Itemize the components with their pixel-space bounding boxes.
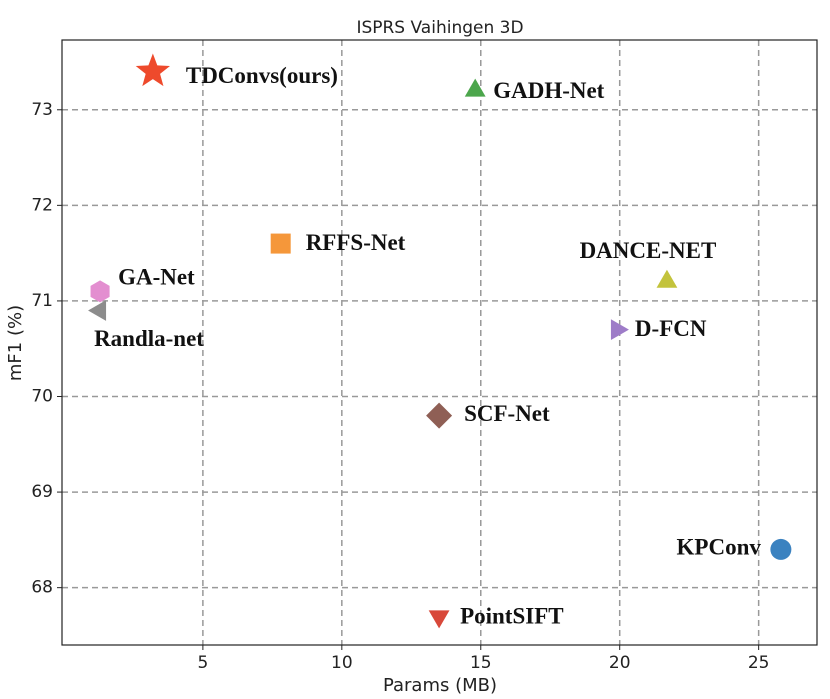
plot-frame xyxy=(61,39,818,646)
data-point xyxy=(428,610,450,629)
point-label: PointSIFT xyxy=(460,604,564,629)
y-tick-label: 72 xyxy=(31,195,53,215)
point-label: GA-Net xyxy=(118,265,195,290)
x-axis-label: Params (MB) xyxy=(383,675,497,696)
y-tick-label: 69 xyxy=(31,482,53,502)
data-point xyxy=(135,53,170,87)
point-label: TDConvs(ours) xyxy=(186,63,338,88)
point-label: DANCE-NET xyxy=(580,238,717,263)
point-label: RFFS-Net xyxy=(306,230,406,255)
y-tick-label: 71 xyxy=(31,291,53,311)
point-label: Randla-net xyxy=(94,326,204,351)
point-label: D-FCN xyxy=(635,316,707,341)
y-tick-label: 68 xyxy=(31,578,53,598)
y-tick-label: 73 xyxy=(31,100,53,120)
data-point xyxy=(656,269,678,288)
y-axis-label: mF1 (%) xyxy=(5,305,26,381)
x-tick-label: 15 xyxy=(470,653,492,673)
data-point xyxy=(426,402,453,429)
data-point xyxy=(770,538,792,560)
y-tick-label: 70 xyxy=(31,387,53,407)
chart-title: ISPRS Vaihingen 3D xyxy=(356,18,523,38)
data-point xyxy=(464,78,486,97)
x-tick-label: 5 xyxy=(197,653,208,673)
point-label: GADH-Net xyxy=(493,78,604,103)
data-point xyxy=(270,233,291,254)
data-point xyxy=(90,280,110,303)
x-tick-label: 10 xyxy=(331,653,353,673)
point-label: KPConv xyxy=(677,535,762,560)
x-tick-label: 25 xyxy=(748,653,770,673)
data-point xyxy=(88,300,107,321)
data-point xyxy=(610,319,629,340)
x-tick-label: 20 xyxy=(609,653,631,673)
point-label: SCF-Net xyxy=(464,401,550,426)
